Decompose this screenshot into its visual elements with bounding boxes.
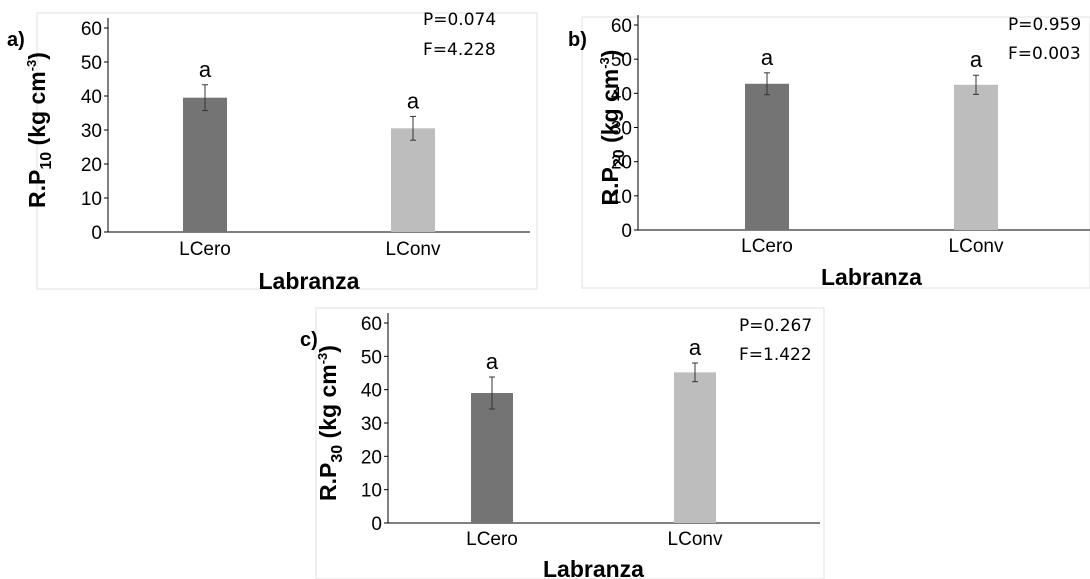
y-tick-label: 30: [611, 119, 632, 140]
bar-lconv: [674, 372, 716, 523]
y-tick-label: 30: [361, 414, 382, 435]
stat-p-value: P=0.267: [739, 316, 812, 336]
y-tick-label: 40: [361, 381, 382, 402]
x-tick-label: LConv: [668, 529, 723, 550]
x-tick-label: LCero: [741, 236, 793, 257]
y-tick-label: 60: [611, 16, 632, 37]
y-tick-label: 10: [611, 187, 632, 208]
stat-f-value: F=4.228: [423, 40, 496, 60]
x-axis-title: Labranza: [543, 556, 644, 579]
x-tick-label: LCero: [179, 239, 231, 260]
y-tick-label: 40: [81, 87, 102, 108]
significance-letter: a: [761, 45, 774, 70]
stat-f-value: F=1.422: [739, 345, 812, 365]
stat-p-value: P=0.959: [1008, 15, 1081, 35]
y-tick-label: 60: [361, 314, 382, 335]
significance-letter: a: [970, 47, 983, 72]
y-tick-label: 10: [361, 481, 382, 502]
y-axis-title: R.P20 (kg cm-3): [597, 50, 628, 206]
y-tick-label: 60: [81, 19, 102, 40]
panel-frame: [36, 12, 538, 290]
panel-label-a: a): [7, 29, 25, 51]
panel-label-c: c): [300, 329, 318, 351]
significance-letter: a: [407, 88, 420, 113]
x-axis-title: Labranza: [821, 264, 922, 290]
y-tick-label: 20: [361, 447, 382, 468]
y-tick-label: 50: [361, 347, 382, 368]
bar-lcero: [471, 393, 513, 523]
y-tick-label: 50: [611, 50, 632, 71]
y-tick-label: 10: [81, 189, 102, 210]
y-tick-label: 30: [81, 121, 102, 142]
bar-lcero: [183, 97, 227, 232]
y-axis-title: R.P30 (kg cm-3): [315, 345, 346, 501]
y-tick-label: 40: [611, 84, 632, 105]
bar-lcero: [745, 83, 789, 231]
x-tick-label: LConv: [949, 236, 1004, 257]
panel-frame: [315, 307, 825, 579]
significance-letter: a: [199, 57, 212, 82]
x-axis-title: Labranza: [259, 268, 360, 294]
significance-letter: a: [689, 335, 702, 360]
bar-lconv: [391, 128, 435, 232]
chart-panel-b: 0 10 20 30 40 50 60 a LCero a LConv Labranza R.P20 (…: [556, 8, 1090, 291]
y-axis-title: R.P10 (kg cm-3): [24, 52, 55, 208]
x-tick-label: LConv: [386, 239, 441, 260]
stat-f-value: F=0.003: [1008, 44, 1081, 64]
y-tick-label: 0: [621, 221, 632, 242]
bar-lconv: [954, 84, 998, 231]
panel-frame: [581, 16, 1090, 289]
chart-svg-a: 0 10 20 30 40 50 60 a LCero a LConv Labranza R.P10 (…: [7, 10, 538, 294]
y-tick-label: 0: [371, 514, 382, 535]
chart-svg-c: 0 10 20 30 40 50 60 a LCero a LConv Labranza R.P30 (…: [300, 307, 825, 579]
x-tick-label: LCero: [466, 529, 518, 550]
significance-letter: a: [486, 349, 499, 374]
chart-svg-b: 0 10 20 30 40 50 60 a LCero a LConv Labranza R.P20 (…: [568, 15, 1090, 290]
stat-p-value: P=0.074: [423, 10, 496, 30]
y-tick-label: 20: [81, 155, 102, 176]
panel-label-b: b): [568, 29, 587, 51]
chart-panel-c: 0 10 20 30 40 50 60 a LCero a LConv Labranza R.P30 (…: [280, 306, 825, 579]
y-tick-label: 20: [611, 153, 632, 174]
y-tick-label: 50: [81, 53, 102, 74]
chart-panel-a: 0 10 20 30 40 50 60 a LCero a LConv Labranza R.P10 (…: [5, 8, 540, 294]
y-tick-label: 0: [91, 223, 102, 244]
